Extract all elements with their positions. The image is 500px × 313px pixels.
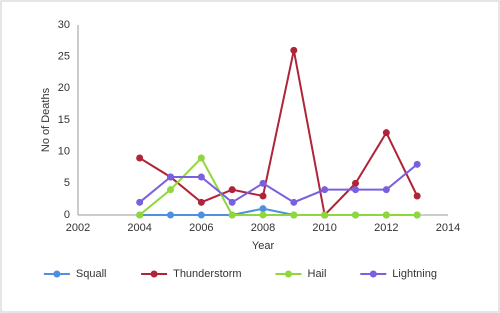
data-point [228,198,236,206]
x-tick-label: 2004 [127,222,151,234]
data-point [136,154,144,162]
y-tick-label: 25 [58,51,70,63]
y-tick-label: 0 [64,209,70,221]
data-point [167,173,174,181]
y-tick-label: 30 [58,19,70,31]
data-point [352,186,359,194]
legend-label: Lightning [392,268,437,280]
series-line [139,156,418,216]
data-point [136,198,144,206]
series-line [139,163,418,204]
x-tick-label: 2012 [374,222,398,234]
y-tick-label: 20 [58,82,70,94]
y-tick-label: 5 [64,177,70,189]
data-point [259,179,267,187]
y-axis-label: No of Deaths [40,87,52,152]
legend-label: Thunderstorm [173,268,241,280]
data-point [382,129,390,137]
y-tick-label: 10 [58,146,70,158]
x-tick-label: 2010 [312,222,336,234]
data-point [290,198,298,206]
legend-label: Hail [308,268,327,280]
data-point [321,186,329,194]
data-point [197,198,205,206]
data-point [259,211,267,219]
data-point [136,211,144,219]
data-point [290,211,298,219]
data-point [321,211,329,219]
data-point [290,46,298,54]
data-point [259,205,267,213]
x-axis-label: Year [252,240,275,252]
data-point [167,211,174,219]
legend-label: Squall [76,268,107,280]
data-point [259,192,267,200]
data-point [413,192,421,200]
x-tick-label: 2014 [436,222,460,234]
data-point [382,211,390,219]
data-point [228,186,236,194]
x-tick-label: 2008 [251,222,275,234]
legend-marker [150,270,158,278]
data-point [413,160,421,168]
x-tick-label: 2006 [189,222,213,234]
legend-marker [369,270,377,278]
data-point [167,186,174,194]
data-point [382,186,390,194]
data-point [352,179,359,187]
data-point [228,211,236,219]
legend-marker [53,270,61,278]
data-point [197,211,205,219]
data-point [197,173,205,181]
data-point [352,211,359,219]
legend-marker [285,270,292,278]
y-tick-label: 15 [58,114,70,126]
data-point [197,154,205,162]
data-point [413,211,421,219]
series-line [139,50,419,218]
x-tick-label: 2002 [66,222,90,234]
